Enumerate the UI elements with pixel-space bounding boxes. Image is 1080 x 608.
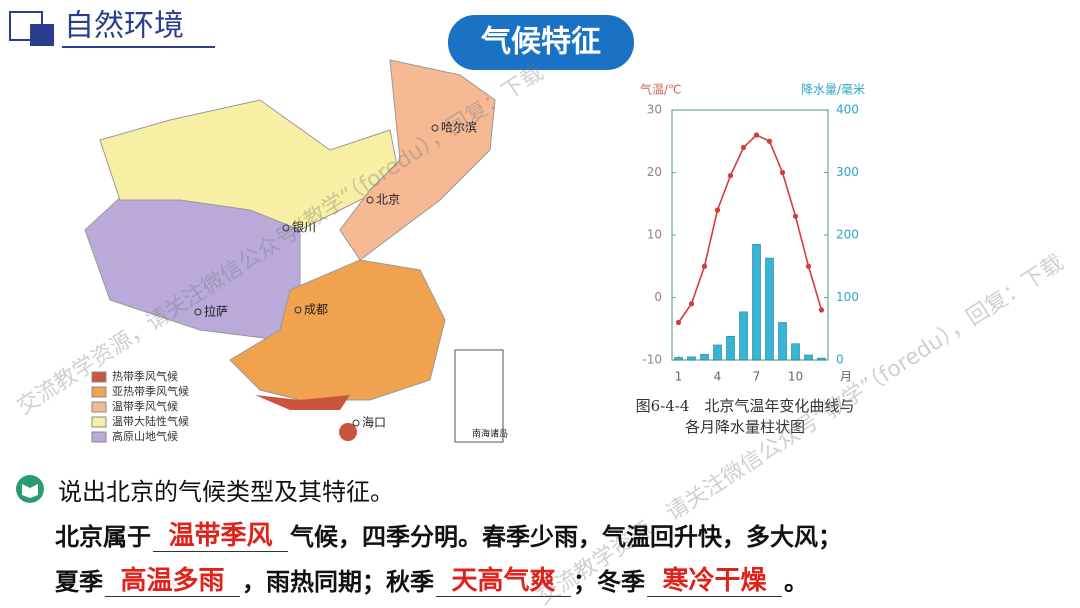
answer-text: ；冬季 [573,568,645,596]
temp-point [675,319,682,326]
legend-label: 高原山地气候 [112,429,178,443]
temp-point [753,132,760,138]
city-dot [366,196,374,204]
city-label: 哈尔滨 [441,120,477,135]
chart-caption: 图6-4-4 北京气温年变化曲线与 [636,397,855,415]
precip-bar [700,354,709,361]
temp-point [701,263,708,269]
answer-text: ，雨热同期；秋季 [242,568,434,596]
map-region [339,423,357,441]
precip-bar [687,356,696,361]
x-tick-label: 7 [753,370,761,384]
y2-tick-label: 300 [836,165,859,179]
city-dot [282,224,290,232]
y-tick-label: 10 [647,228,662,242]
badge [448,15,634,70]
answer-text: 气候，四季分明。春季少雨，气温回升快，多大风； [290,523,842,551]
header-icon [30,24,54,46]
precip-bar [739,311,748,361]
x-unit: 月 [840,370,852,384]
answer-text: 。 [784,568,808,596]
precip-bar [778,322,787,361]
precip-bar [713,344,722,361]
city-dot [294,306,302,314]
chart-caption: 各月降水量柱状图 [685,418,805,436]
answer-text: 夏季 [55,568,103,596]
temp-point [727,173,734,179]
city-label: 拉萨 [204,304,228,319]
temp-point [714,207,721,213]
legend-swatch [91,386,107,398]
answer-blank: 温带季风 [153,521,288,552]
precip-bar [804,354,813,361]
temp-line [677,134,823,323]
legend-swatch [91,416,107,428]
y-tick-label: 30 [647,103,662,117]
map-region [229,259,446,401]
x-tick-label: 1 [675,370,683,384]
city-dot [431,124,439,132]
city-label: 海口 [362,415,386,430]
answer-blank: 寒冷干燥 [647,566,782,597]
x-tick-label: 4 [714,370,722,384]
legend-swatch [91,431,107,443]
question-icon [22,484,38,498]
precip-bar [726,335,735,361]
y-tick-label: -10 [642,353,662,367]
precip-bar [817,357,826,361]
precip-bar [765,257,774,361]
answer-blank: 天高气爽 [436,566,571,597]
y2-tick-label: 400 [836,103,859,117]
precip-bar [674,357,683,361]
city-label: 北京 [376,193,400,207]
y-tick-label: 20 [647,165,662,179]
y2-tick-label: 0 [836,353,844,367]
temp-point [805,263,812,269]
y2-tick-label: 200 [836,228,859,242]
x-tick-label: 10 [788,370,803,384]
temp-point [792,213,799,219]
temp-point [766,138,773,144]
map-region [255,395,350,410]
legend-swatch [91,401,107,413]
map-region [339,59,496,261]
map [84,59,504,443]
temp-point [818,307,825,313]
temp-point [688,301,695,307]
answer-text: 北京属于 [55,523,151,551]
plot-frame [671,109,829,361]
y-tick-label: 0 [654,290,662,304]
question: 说出北京的气候类型及其特征。 [58,478,394,506]
city-dot [194,308,202,316]
legend-label: 亚热带季风气候 [112,384,189,398]
precip-bar [752,244,761,361]
answer-line: 北京属于 温带季风 气候，四季分明。春季少雨，气温回升快，多大风； [55,517,842,552]
city-dot [352,419,360,427]
y2-axis-title: 降水量/毫米 [801,82,865,97]
header-title: 自然环境 [64,9,184,44]
legend-label: 温带大陆性气候 [112,414,189,428]
precip-bar [791,343,800,361]
legend-label: 温带季风气候 [112,399,178,413]
answer-line: 夏季 高温多雨 ，雨热同期；秋季 天高气爽 ；冬季 寒冷干燥。 [55,562,808,597]
city-label: 成都 [304,303,328,317]
y2-tick-label: 100 [836,290,859,304]
answer-blank: 高温多雨 [105,566,240,597]
legend-label: 热带季风气候 [112,369,178,383]
y-axis-title: 气温/℃ [640,82,682,97]
watermark: 交流教学资源，请关注微信公众号“教学”（foredu），回复：下载 [533,250,1068,608]
city-label: 银川 [292,221,316,235]
temp-point [740,144,747,151]
badge-text: 气候特征 [481,25,601,60]
legend-swatch [91,371,107,383]
temp-point [779,169,786,176]
city-label: 南海诸岛 [472,428,508,440]
inset-box [454,349,504,443]
